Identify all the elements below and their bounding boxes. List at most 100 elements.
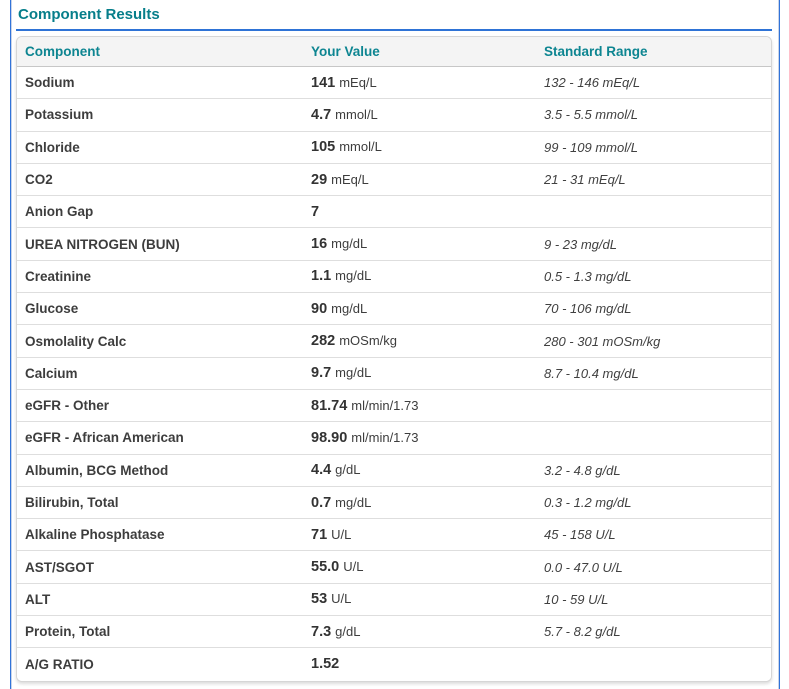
- component-name: CO2: [25, 172, 53, 188]
- your-value-cell: 7: [303, 203, 536, 221]
- result-value: 4.4: [311, 462, 332, 479]
- your-value-cell: 98.90 ml/min/1.73: [303, 429, 536, 447]
- component-name: Osmolality Calc: [25, 333, 127, 349]
- table-row[interactable]: UREA NITROGEN (BUN) 16 mg/dL 9 - 23 mg/dL: [17, 228, 771, 261]
- standard-range: 3.2 - 4.8 g/dL: [544, 462, 621, 478]
- table-row[interactable]: Glucose 90 mg/dL 70 - 106 mg/dL: [17, 293, 771, 326]
- table-row[interactable]: ALT 53 U/L 10 - 59 U/L: [17, 583, 771, 617]
- result-unit: U/L: [331, 591, 352, 607]
- result-value: 4.7: [311, 106, 332, 123]
- component-name: eGFR - Other: [25, 398, 110, 414]
- result-value: 282: [311, 333, 336, 350]
- result-value: 1.1: [311, 268, 332, 285]
- result-unit: mg/dL: [335, 494, 372, 510]
- your-value-cell: 0.7 mg/dL: [303, 494, 536, 512]
- column-header-standard-range: Standard Range: [544, 44, 648, 59]
- result-unit: ml/min/1.73: [351, 429, 419, 445]
- your-value-cell: 282 mOSm/kg: [303, 332, 536, 350]
- result-unit: ml/min/1.73: [351, 397, 419, 413]
- table-row[interactable]: Chloride 105 mmol/L 99 - 109 mmol/L: [17, 131, 771, 164]
- component-name: A/G RATIO: [25, 656, 94, 672]
- your-value-cell: 55.0 U/L: [303, 558, 536, 576]
- result-unit: mmol/L: [339, 139, 382, 155]
- standard-range: 280 - 301 mOSm/kg: [544, 333, 661, 349]
- result-unit: mg/dL: [331, 300, 368, 316]
- table-row[interactable]: Osmolality Calc 282 mOSm/kg 280 - 301 mOS…: [17, 325, 771, 358]
- component-name: ALT: [25, 591, 51, 607]
- frame-border-left: [10, 0, 12, 689]
- your-value-cell: 4.4 g/dL: [303, 461, 536, 479]
- result-value: 55.0: [311, 559, 340, 576]
- component-name: Creatinine: [25, 268, 92, 284]
- table-row[interactable]: AST/SGOT 55.0 U/L 0.0 - 47.0 U/L: [17, 551, 771, 584]
- result-value: 81.74: [311, 397, 348, 414]
- standard-range: 70 - 106 mg/dL: [544, 301, 632, 317]
- result-value: 7.3: [311, 623, 332, 640]
- component-name: Potassium: [25, 107, 94, 123]
- table-row[interactable]: eGFR - African American 98.90 ml/min/1.73: [17, 422, 771, 455]
- table-header-row: Component Your Value Standard Range: [17, 37, 771, 67]
- result-unit: U/L: [331, 526, 352, 542]
- your-value-cell: 4.7 mmol/L: [303, 106, 536, 124]
- table-row[interactable]: Creatinine 1.1 mg/dL 0.5 - 1.3 mg/dL: [17, 260, 771, 294]
- your-value-cell: 90 mg/dL: [303, 300, 536, 318]
- table-row[interactable]: Protein, Total 7.3 g/dL 5.7 - 8.2 g/dL: [17, 616, 771, 649]
- table-row[interactable]: Calcium 9.7 mg/dL 8.7 - 10.4 mg/dL: [17, 357, 771, 390]
- component-name: AST/SGOT: [25, 559, 95, 575]
- result-unit: U/L: [343, 559, 364, 575]
- result-unit: mg/dL: [331, 236, 368, 252]
- component-name: Anion Gap: [25, 204, 94, 220]
- standard-range: 5.7 - 8.2 g/dL: [544, 624, 621, 640]
- table-row[interactable]: Albumin, BCG Method 4.4 g/dL 3.2 - 4.8 g/…: [17, 454, 771, 487]
- your-value-cell: 1.52: [303, 655, 536, 673]
- table-row[interactable]: Potassium 4.7 mmol/L 3.5 - 5.5 mmol/L: [17, 99, 771, 132]
- result-unit: mg/dL: [335, 365, 372, 381]
- standard-range: 9 - 23 mg/dL: [544, 236, 617, 252]
- table-row[interactable]: Bilirubin, Total 0.7 mg/dL 0.3 - 1.2 mg/d…: [17, 486, 771, 520]
- result-value: 16: [311, 236, 328, 253]
- table-row[interactable]: Sodium 141 mEq/L 132 - 146 mEq/L: [17, 67, 771, 100]
- frame-border-right: [778, 0, 780, 689]
- standard-range: 8.7 - 10.4 mg/dL: [544, 365, 639, 381]
- standard-range: 3.5 - 5.5 mmol/L: [544, 107, 638, 123]
- component-name: Glucose: [25, 301, 79, 317]
- component-name: Alkaline Phosphatase: [25, 527, 165, 543]
- your-value-cell: 53 U/L: [303, 590, 536, 608]
- your-value-cell: 7.3 g/dL: [303, 623, 536, 641]
- table-row[interactable]: Anion Gap 7: [17, 196, 771, 229]
- results-table: Component Your Value Standard Range Sodi…: [16, 36, 772, 682]
- standard-range: 21 - 31 mEq/L: [544, 172, 626, 188]
- result-value: 53: [311, 591, 328, 608]
- component-name: Sodium: [25, 75, 75, 91]
- component-name: Calcium: [25, 365, 78, 381]
- your-value-cell: 1.1 mg/dL: [303, 267, 536, 285]
- result-unit: mOSm/kg: [339, 333, 397, 349]
- column-header-component: Component: [25, 44, 100, 59]
- panel-title: Component Results: [16, 4, 772, 31]
- standard-range: 45 - 158 U/L: [544, 527, 616, 543]
- your-value-cell: 29 mEq/L: [303, 171, 536, 189]
- component-name: Chloride: [25, 139, 80, 155]
- your-value-cell: 141 mEq/L: [303, 74, 536, 92]
- your-value-cell: 71 U/L: [303, 526, 536, 544]
- result-value: 105: [311, 139, 336, 156]
- table-body: Sodium 141 mEq/L 132 - 146 mEq/L Potassiu…: [17, 67, 771, 681]
- component-name: UREA NITROGEN (BUN): [25, 236, 180, 252]
- your-value-cell: 81.74 ml/min/1.73: [303, 397, 536, 415]
- result-unit: g/dL: [335, 462, 361, 478]
- result-value: 90: [311, 300, 328, 317]
- component-name: Protein, Total: [25, 624, 111, 640]
- table-row[interactable]: Alkaline Phosphatase 71 U/L 45 - 158 U/L: [17, 519, 771, 552]
- result-unit: mg/dL: [335, 268, 372, 284]
- table-row[interactable]: eGFR - Other 81.74 ml/min/1.73: [17, 389, 771, 423]
- standard-range: 132 - 146 mEq/L: [544, 75, 641, 91]
- component-name: Bilirubin, Total: [25, 495, 119, 510]
- result-value: 9.7: [311, 365, 332, 382]
- result-unit: mmol/L: [335, 106, 378, 122]
- column-header-your-value: Your Value: [311, 44, 380, 59]
- table-row[interactable]: CO2 29 mEq/L 21 - 31 mEq/L: [17, 163, 771, 197]
- standard-range: 0.5 - 1.3 mg/dL: [544, 268, 632, 284]
- standard-range: 10 - 59 U/L: [544, 591, 609, 607]
- your-value-cell: 16 mg/dL: [303, 235, 536, 253]
- table-row[interactable]: A/G RATIO 1.52: [17, 648, 771, 681]
